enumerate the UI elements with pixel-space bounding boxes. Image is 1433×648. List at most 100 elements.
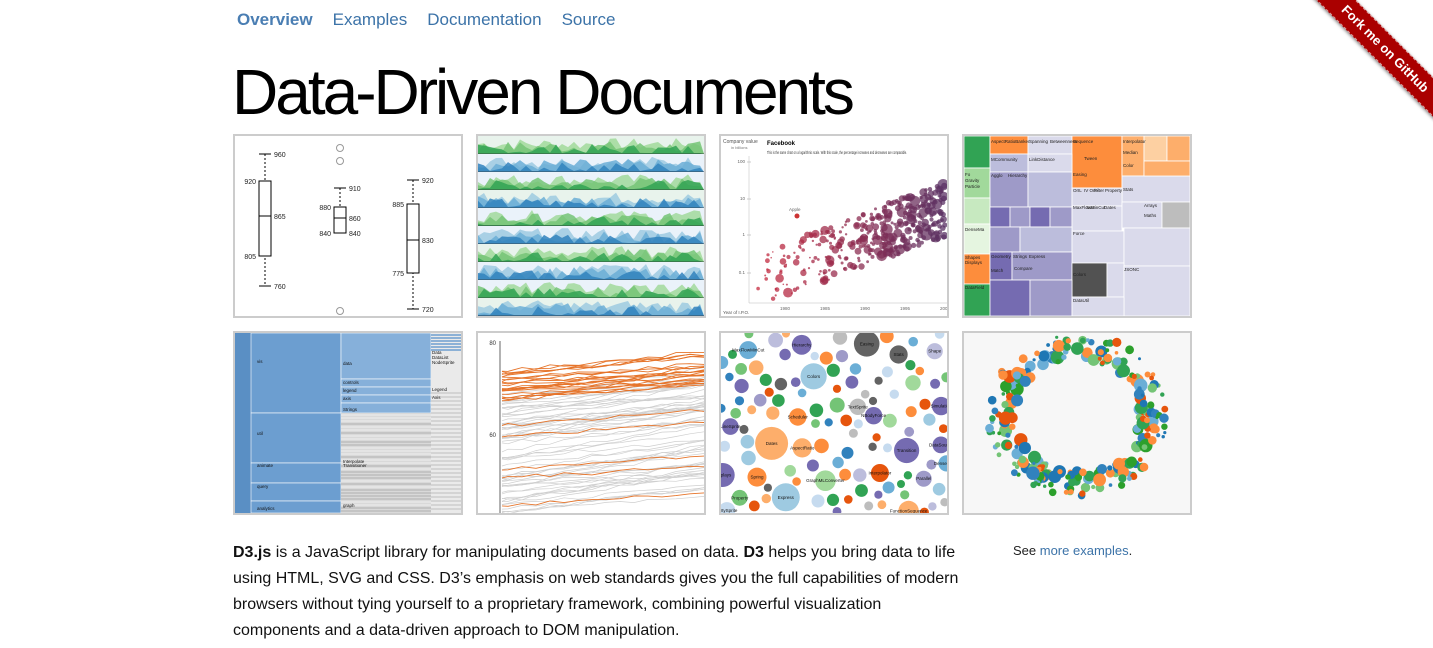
ring-circle bbox=[1163, 431, 1167, 435]
bubble-circle bbox=[789, 408, 807, 426]
bubble-label: DataSource bbox=[929, 442, 947, 447]
ring-circle bbox=[1030, 481, 1037, 489]
ring-circle bbox=[1055, 335, 1059, 339]
bubble-circle bbox=[938, 455, 947, 472]
scatter-point bbox=[860, 228, 864, 232]
treemap-label: DataField bbox=[965, 285, 985, 290]
partition-label: data bbox=[343, 361, 352, 366]
bubble-circle bbox=[940, 498, 947, 507]
ring-circle bbox=[996, 452, 1002, 458]
bubble-circle bbox=[735, 363, 747, 375]
scatter-ytick: 1 bbox=[742, 232, 745, 237]
bubble-circle bbox=[815, 470, 836, 491]
ring-circle bbox=[1139, 399, 1148, 408]
fork-on-github-ribbon[interactable]: Fork me on GitHub bbox=[1297, 0, 1433, 137]
ring-circle bbox=[1138, 457, 1143, 462]
stream-area bbox=[478, 198, 704, 208]
bubble-circle bbox=[908, 336, 918, 347]
treemap-label: Sort bbox=[1086, 205, 1095, 210]
scatter-point bbox=[911, 242, 917, 248]
scatter-point bbox=[819, 235, 827, 244]
nav-documentation-link[interactable]: Documentation bbox=[427, 10, 542, 29]
bubble-label: Parallel bbox=[916, 476, 931, 481]
partition-label: analytics bbox=[257, 506, 275, 511]
ring-circle bbox=[995, 442, 1001, 448]
scatter-point bbox=[800, 269, 807, 277]
scatter-point bbox=[831, 229, 835, 234]
partition-level2 bbox=[340, 333, 432, 380]
scatter-ytick: 10 bbox=[740, 196, 746, 201]
scatter-point bbox=[856, 216, 862, 222]
scatter-point bbox=[803, 280, 807, 284]
bubble-circle bbox=[845, 375, 859, 389]
nav-overview-link[interactable]: Overview bbox=[237, 10, 313, 29]
bubble-circle bbox=[747, 467, 767, 487]
scatter-point bbox=[844, 233, 848, 236]
example-bubble-chart[interactable]: Dates Express Colors Easing Transition Displa… bbox=[719, 331, 949, 515]
bubble-circle bbox=[868, 396, 878, 406]
bubble-circle bbox=[898, 500, 919, 513]
intro-text-2: helps you bring data to life using HTML,… bbox=[233, 544, 959, 639]
bubble-circle bbox=[883, 413, 897, 428]
example-partition[interactable]: vis data controls legend axis util Strings anim… bbox=[233, 331, 463, 515]
ring-circle bbox=[1050, 350, 1065, 365]
partition-label: Interpolate bbox=[343, 459, 365, 464]
example-streamgraph[interactable] bbox=[476, 134, 706, 318]
scatter-point bbox=[932, 210, 937, 215]
scatter-ysub: in billions bbox=[731, 145, 747, 150]
bubble-label: Displays bbox=[721, 473, 732, 478]
bubble-circle bbox=[860, 389, 870, 399]
bubble-label: Property bbox=[731, 495, 749, 500]
box-label: 910 bbox=[349, 186, 361, 193]
example-line-chart[interactable]: 80 60 bbox=[476, 331, 706, 515]
scatter-point bbox=[847, 261, 854, 269]
treemap-label: Agglo bbox=[991, 173, 1003, 178]
scatter-point bbox=[764, 277, 768, 281]
scatter-point bbox=[870, 254, 875, 259]
ring-circle bbox=[1119, 357, 1128, 366]
ring-circle bbox=[1079, 490, 1086, 497]
example-box-plot[interactable]: 960 920 865 805 760 910 880 860 840 840 920 885 830 7… bbox=[233, 134, 463, 318]
bubble-label: Colors bbox=[807, 374, 821, 379]
example-log-scatter[interactable]: Company value in billions Facebook This is … bbox=[719, 134, 949, 318]
bubble-circle bbox=[832, 507, 842, 513]
bubble-circle bbox=[763, 483, 772, 492]
bubble-circle bbox=[764, 387, 774, 397]
lines-series-grey bbox=[501, 377, 704, 396]
lines-series-grey bbox=[501, 395, 704, 415]
scatter-point bbox=[870, 216, 875, 222]
lines-series-grey bbox=[501, 487, 704, 513]
scatter-point bbox=[770, 296, 776, 301]
bubble-label: Simulation bbox=[931, 404, 947, 409]
nav-examples-link[interactable]: Examples bbox=[332, 10, 408, 29]
ring-circle bbox=[1106, 339, 1114, 347]
example-treemap[interactable]: AspectRatioBanker Spanning Betweenness Sequ… bbox=[962, 134, 1192, 318]
bubble-circle bbox=[753, 393, 767, 407]
stream-area bbox=[478, 216, 704, 226]
bubble-circle bbox=[853, 468, 867, 482]
more-examples-link[interactable]: more examples bbox=[1039, 543, 1129, 558]
partition-level1 bbox=[250, 333, 342, 414]
bubble-circle bbox=[855, 484, 868, 497]
treemap-cell bbox=[964, 197, 991, 225]
bubble-label: Dates bbox=[766, 441, 779, 446]
bubble-circle bbox=[772, 394, 785, 407]
scatter-point bbox=[870, 241, 873, 245]
ring-circle bbox=[1004, 441, 1013, 449]
scatter-point bbox=[813, 256, 818, 260]
bubble-circle bbox=[879, 333, 894, 344]
scatter-point bbox=[782, 254, 786, 258]
bubble-circle bbox=[761, 493, 771, 504]
scatter-point bbox=[857, 259, 861, 263]
intro-paragraph: D3.js is a JavaScript library for manipu… bbox=[233, 540, 968, 644]
stream-area bbox=[478, 162, 704, 172]
treemap-label: Tween bbox=[1084, 156, 1098, 161]
example-circle-pack-ring[interactable] bbox=[962, 331, 1192, 515]
bubble-circle bbox=[832, 384, 842, 393]
treemap-label: Spanning bbox=[1029, 139, 1049, 144]
nav-source-link[interactable]: Source bbox=[561, 10, 616, 29]
ring-circle bbox=[997, 431, 1002, 436]
bubble-circle bbox=[791, 334, 812, 355]
treemap-cell bbox=[1143, 160, 1190, 177]
scatter-point bbox=[853, 222, 861, 230]
